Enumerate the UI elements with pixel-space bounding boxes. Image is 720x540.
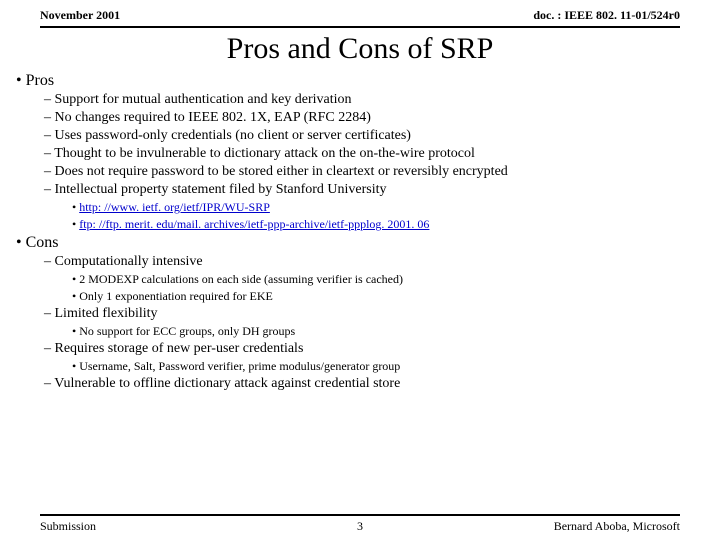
slide-title: Pros and Cons of SRP [0,32,720,66]
cons-subitem: No support for ECC groups, only DH group… [72,324,700,339]
rule-bottom [40,514,680,516]
cons-subitem: Username, Salt, Password verifier, prime… [72,359,700,374]
pros-item: Does not require password to be stored e… [44,164,700,180]
pros-item: Uses password-only credentials (no clien… [44,128,700,144]
pros-link-row: ftp: //ftp. merit. edu/mail. archives/ie… [72,217,700,232]
header-doc: doc. : IEEE 802. 11-01/524r0 [533,8,680,23]
cons-heading: Cons [16,234,700,252]
cons-item: Computationally intensive [44,254,700,270]
cons-item: Limited flexibility [44,306,700,322]
pros-item: No changes required to IEEE 802. 1X, EAP… [44,110,700,126]
cons-item: Requires storage of new per-user credent… [44,341,700,357]
cons-subitem: 2 MODEXP calculations on each side (assu… [72,272,700,287]
pros-heading: Pros [16,72,700,90]
header-row: November 2001 doc. : IEEE 802. 11-01/524… [40,8,680,23]
pros-link-row: http: //www. ietf. org/ietf/IPR/WU-SRP [72,200,700,215]
pros-link-ipr[interactable]: http: //www. ietf. org/ietf/IPR/WU-SRP [79,200,270,214]
footer-row: Submission 3 Bernard Aboba, Microsoft [40,519,680,534]
header-date: November 2001 [40,8,120,23]
footer-page-number: 3 [40,519,680,534]
rule-top [40,26,680,28]
pros-link-ftp[interactable]: ftp: //ftp. merit. edu/mail. archives/ie… [79,217,429,231]
cons-subitem: Only 1 exponentiation required for EKE [72,289,700,304]
cons-item: Vulnerable to offline dictionary attack … [44,376,700,392]
slide: November 2001 doc. : IEEE 802. 11-01/524… [0,0,720,540]
pros-item: Thought to be invulnerable to dictionary… [44,146,700,162]
pros-item: Support for mutual authentication and ke… [44,92,700,108]
pros-item: Intellectual property statement filed by… [44,182,700,198]
slide-body: Pros Support for mutual authentication a… [16,70,700,394]
